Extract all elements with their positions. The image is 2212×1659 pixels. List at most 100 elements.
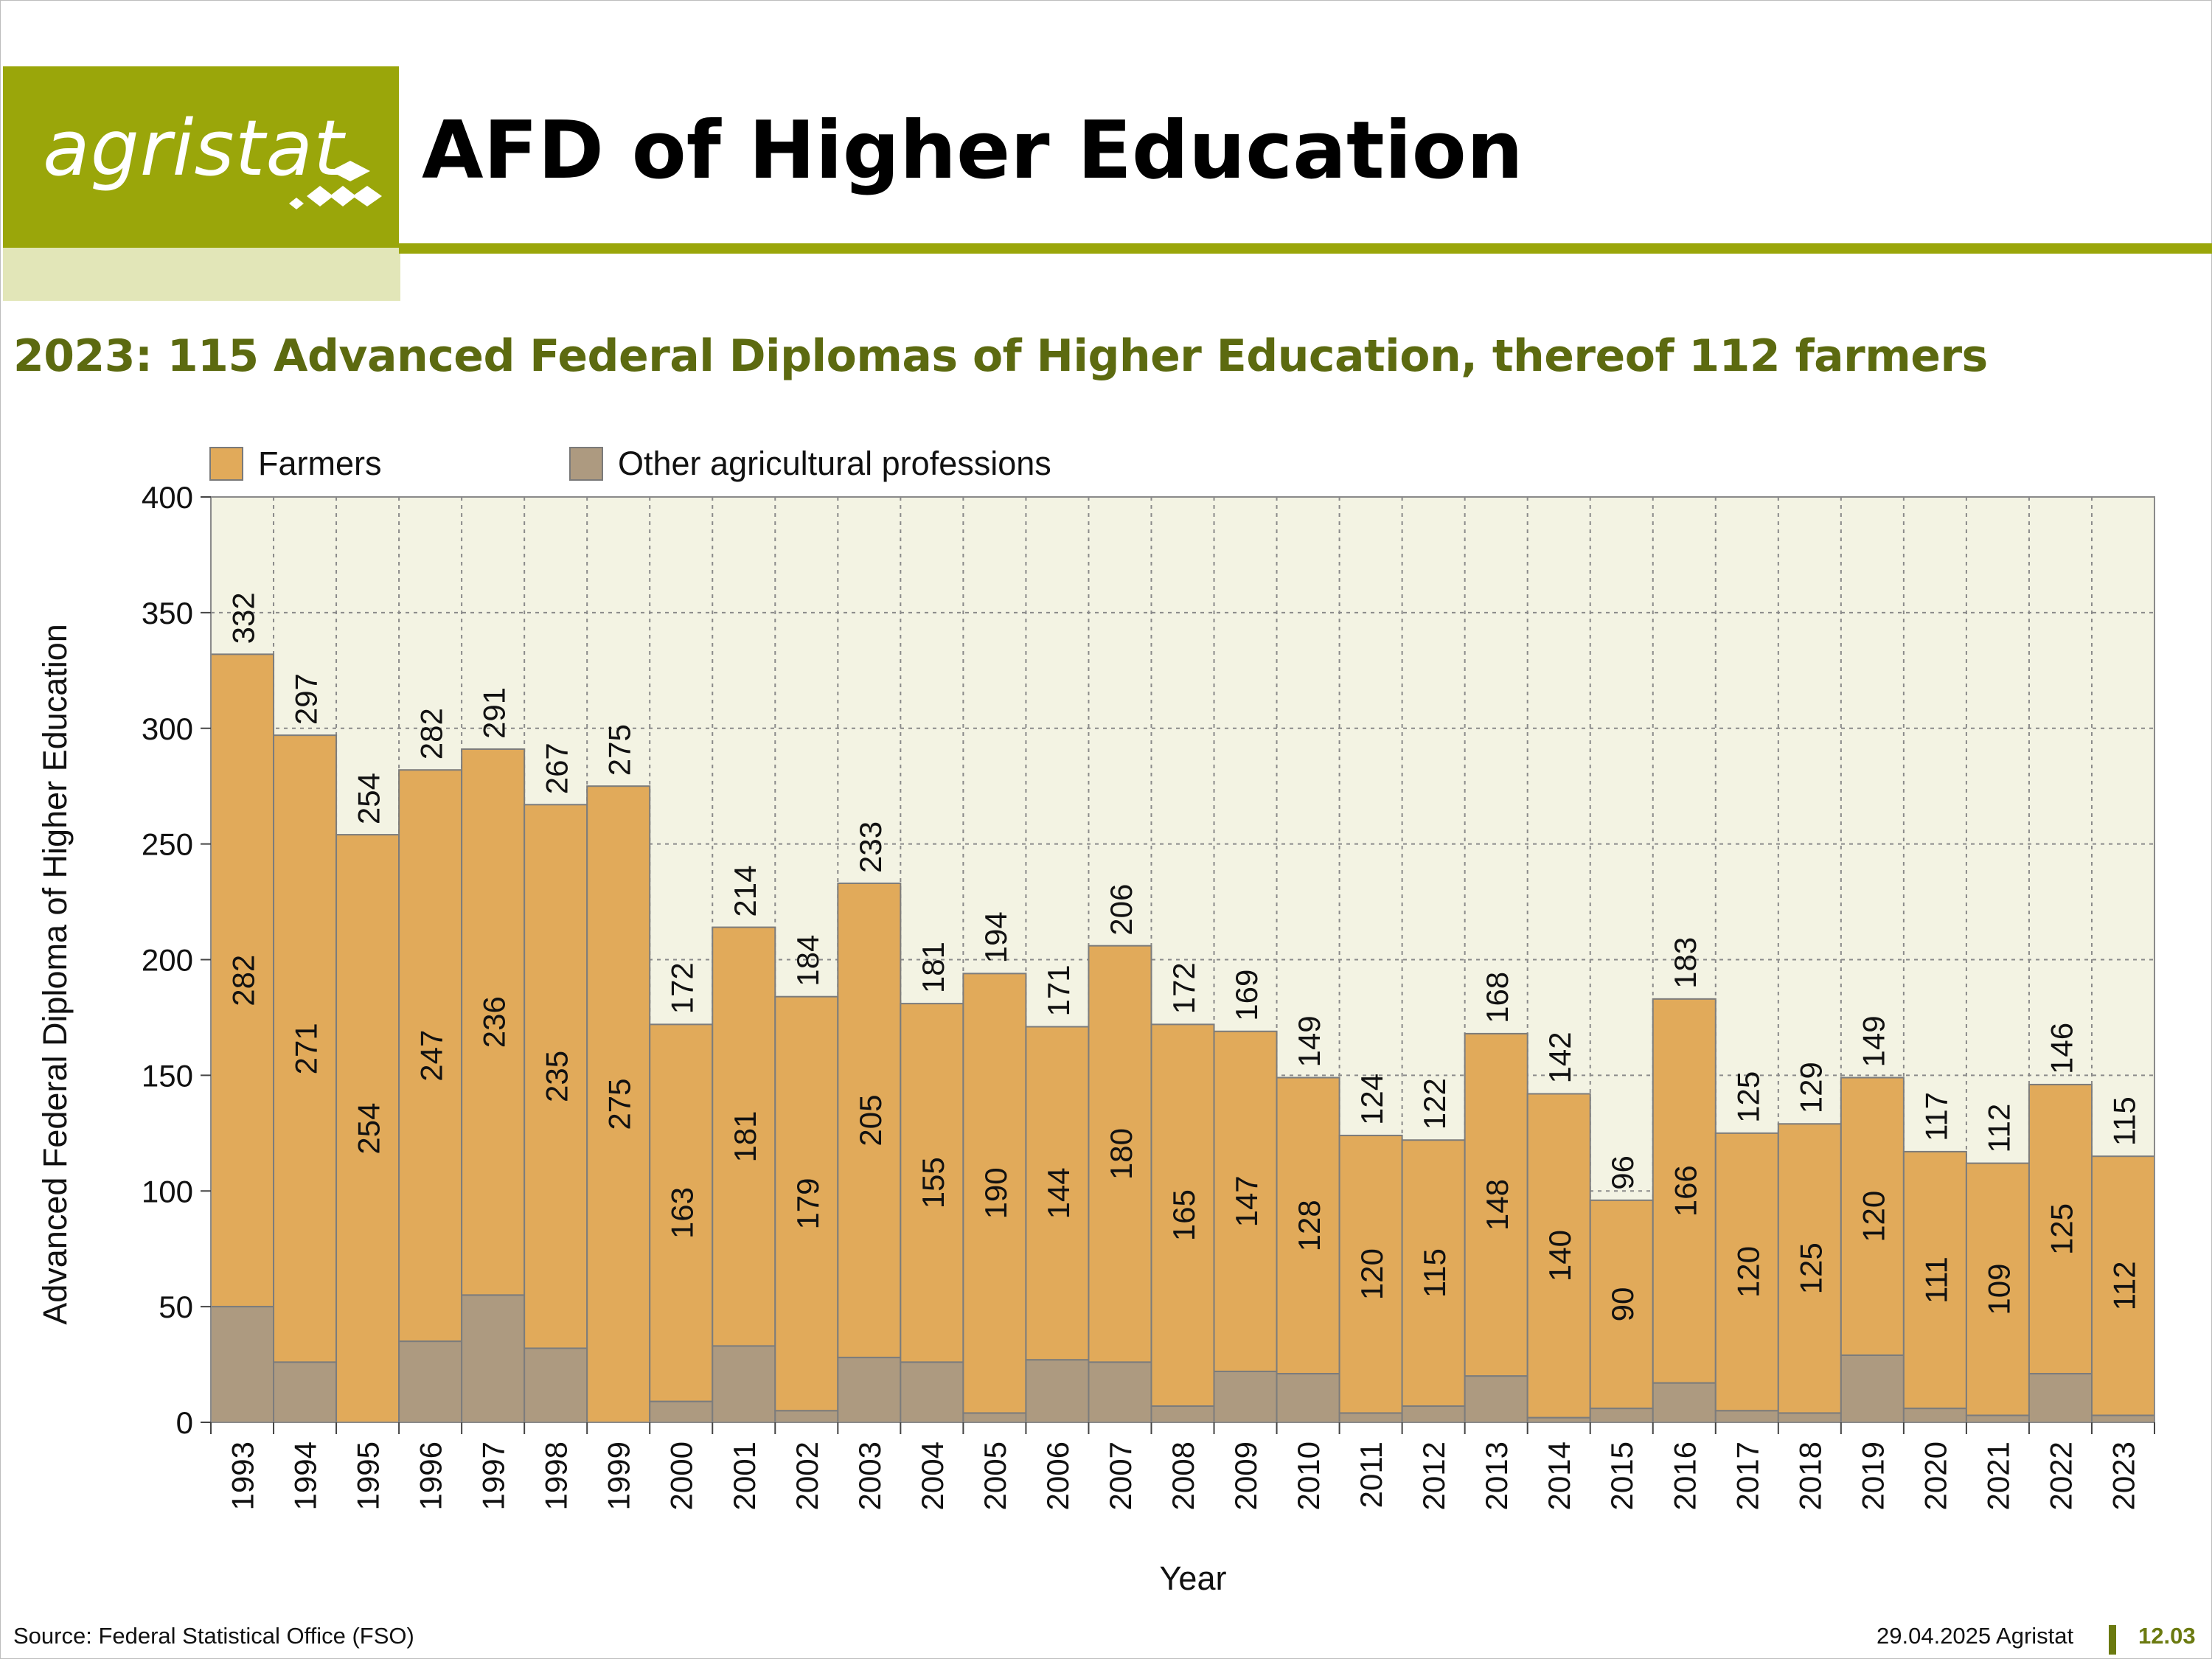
bar-farmers [398,769,463,1343]
bar-other [398,1340,463,1423]
x-tick-label: 1997 [476,1441,511,1510]
bar-farmers [1338,1134,1403,1414]
y-tick-label: 0 [176,1405,193,1440]
bar-farmers [1714,1132,1779,1412]
bar-farmers [2090,1155,2156,1416]
y-tick-label: 200 [142,943,193,978]
bar-farmers [1840,1077,1905,1357]
x-tick-label: 1999 [602,1441,636,1510]
agristat-logo [3,66,399,248]
bar-other [1714,1410,1779,1423]
y-axis-title: Advanced Federal Diploma of Higher Educa… [36,624,74,1325]
data-label-farmers: 144 [1041,1167,1076,1219]
page-title: AFD of Higher Education [422,105,1523,197]
data-label-total: 233 [853,821,888,873]
y-tick-label: 250 [142,827,193,862]
y-tick-label: 400 [142,480,193,515]
x-tick-label: 2013 [1479,1441,1514,1510]
data-label-farmers: 125 [1793,1242,1828,1294]
data-label-total: 332 [226,592,261,644]
bar-farmers [962,973,1027,1414]
x-tick-label: 2014 [1542,1441,1576,1510]
bar-farmers [335,834,400,1423]
logo-text: agristat [43,103,344,193]
data-label-farmers: 148 [1480,1179,1514,1231]
footer-source: Source: Federal Statistical Office (FSO) [13,1623,414,1649]
data-label-farmers: 120 [1354,1248,1389,1300]
footer-date: 29.04.2025 Agristat [1877,1623,2074,1649]
x-tick-label: 2003 [852,1441,887,1510]
bar-other [900,1361,964,1424]
data-label-total: 172 [1166,962,1201,1014]
x-tick-label: 2005 [978,1441,1012,1510]
data-label-farmers: 128 [1292,1200,1326,1251]
data-label-farmers: 111 [1919,1256,1953,1304]
bar-farmers [774,995,839,1412]
bar-farmers [1652,998,1717,1384]
bar-other [1777,1412,1842,1423]
diamond-logo-icon [289,161,382,209]
data-label-farmers: 155 [916,1157,950,1208]
x-tick-label: 1993 [226,1441,260,1510]
data-label-total: 146 [2044,1023,2079,1074]
data-label-farmers: 205 [853,1095,888,1147]
bar-other [2028,1373,2093,1424]
legend-swatch-farmers [209,447,243,481]
bar-farmers [586,785,651,1423]
data-label-total: 115 [2107,1096,2141,1146]
x-tick-label: 2012 [1416,1441,1451,1510]
x-tick-label: 2009 [1228,1441,1263,1510]
data-label-total: 117 [1919,1092,1953,1141]
x-tick-label: 2018 [1792,1441,1827,1510]
data-label-farmers: 112 [2107,1261,2141,1310]
data-label-total: 125 [1731,1071,1765,1123]
data-label-farmers: 179 [790,1178,825,1229]
bar-other [210,1306,275,1423]
data-label-farmers: 125 [2044,1203,2079,1255]
footer-divider [2109,1625,2116,1655]
legend-label-farmers: Farmers [258,445,382,482]
data-label-farmers: 165 [1166,1189,1201,1241]
data-label-farmers: 140 [1543,1230,1577,1281]
data-label-total: 194 [978,911,1013,963]
bar-other [1213,1370,1278,1423]
bar-farmers [210,653,275,1308]
data-label-total: 122 [1417,1078,1452,1130]
page-subtitle: 2023: 115 Advanced Federal Diplomas of H… [13,330,1988,382]
bar-farmers [1088,945,1152,1363]
x-tick-label: 2017 [1730,1441,1764,1510]
bar-farmers [1965,1162,2030,1416]
x-tick-label: 1996 [414,1441,448,1510]
data-label-total: 181 [916,942,950,993]
bar-other [1840,1354,1905,1423]
data-label-total: 183 [1668,937,1703,989]
bar-farmers [1401,1139,1466,1408]
data-label-farmers: 275 [602,1079,637,1130]
data-label-total: 267 [540,742,574,794]
bar-farmers [1902,1150,1967,1410]
data-label-total: 149 [1292,1015,1326,1067]
data-label-farmers: 236 [477,996,512,1048]
data-label-total: 169 [1229,970,1264,1021]
data-label-farmers: 163 [665,1187,700,1239]
data-label-farmers: 166 [1668,1165,1703,1217]
data-label-farmers: 282 [226,955,261,1006]
bar-farmers [1150,1023,1215,1408]
x-tick-label: 2021 [1980,1441,2015,1510]
x-tick-label: 2002 [790,1441,824,1510]
y-tick-label: 100 [142,1174,193,1208]
bar-other [1088,1361,1152,1424]
data-label-total: 172 [665,962,700,1014]
x-tick-label: 2020 [1918,1441,1952,1510]
x-tick-label: 2016 [1667,1441,1702,1510]
bar-other [1589,1408,1654,1424]
bar-other [774,1410,839,1423]
bar-farmers [900,1003,964,1363]
data-label-farmers: 247 [414,1030,449,1082]
bar-farmers [273,734,338,1363]
data-label-farmers: 90 [1605,1287,1640,1322]
bar-farmers [1464,1032,1528,1377]
x-tick-label: 1995 [351,1441,386,1510]
data-label-total: 96 [1605,1155,1640,1190]
x-tick-label: 1998 [539,1441,574,1510]
